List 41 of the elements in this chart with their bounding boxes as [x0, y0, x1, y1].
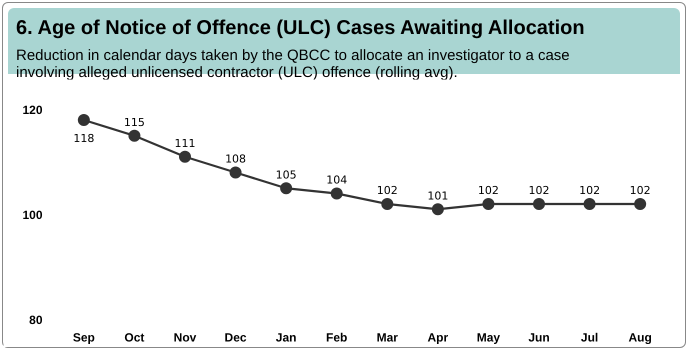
x-tick-label: Jan: [276, 330, 296, 344]
data-label: 115: [124, 116, 145, 129]
y-tick-label: 80: [29, 313, 43, 327]
x-tick-label: Jul: [580, 330, 598, 344]
point: [78, 114, 90, 126]
point: [330, 188, 343, 200]
x-tick-label: Nov: [174, 330, 197, 344]
data-label: 101: [427, 189, 448, 202]
data-label: 102: [579, 184, 600, 197]
x-tick-label: Feb: [326, 330, 348, 344]
x-tick-label: Dec: [224, 330, 247, 344]
data-label: 118: [73, 132, 94, 145]
data-label: 108: [225, 152, 246, 166]
point: [584, 198, 596, 210]
point: [634, 198, 646, 210]
data-label: 102: [630, 184, 651, 197]
y-tick-label: 100: [22, 208, 43, 222]
chart-title: 6. Age of Notice of Offence (ULC) Cases Awaiting Allocation: [16, 16, 586, 41]
point: [381, 198, 394, 210]
point: [178, 150, 191, 163]
data-label: 105: [276, 168, 297, 182]
x-tick-label: Sep: [72, 330, 95, 344]
point: [432, 203, 444, 216]
y-tick-label: 120: [22, 103, 43, 117]
chart-subtitle: Reduction in calendar days taken by the QBCC to allocate an investigator to a case involving alleged unlicensed contractor (ULC) offence (rolling avg).: [16, 46, 571, 82]
point: [230, 166, 242, 178]
x-tick-label: Jun: [528, 330, 550, 344]
data-label: 104: [326, 174, 348, 186]
x-tick-label: Oct: [124, 330, 144, 344]
data-label: 102: [528, 184, 550, 197]
x-tick-label: Aug: [628, 330, 652, 344]
x-tick-label: Apr: [428, 330, 449, 344]
data-label: 102: [478, 184, 499, 197]
point: [128, 130, 140, 142]
x-tick-label: Mar: [376, 330, 398, 344]
x-tick-label: May: [476, 330, 500, 344]
data-label: 102: [376, 184, 398, 197]
point: [280, 182, 292, 194]
point: [482, 198, 494, 210]
point: [533, 198, 546, 210]
data-label: 111: [174, 136, 196, 150]
